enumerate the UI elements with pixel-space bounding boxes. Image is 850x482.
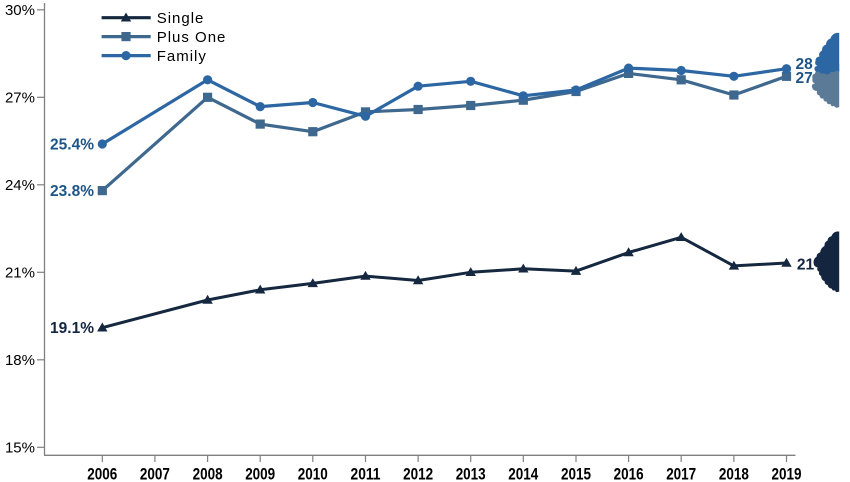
- svg-text:2009: 2009: [245, 466, 275, 482]
- svg-text:Family: Family: [157, 48, 207, 65]
- svg-text:24%: 24%: [5, 177, 35, 194]
- svg-text:Single: Single: [157, 10, 205, 27]
- svg-text:21: 21: [797, 256, 815, 273]
- svg-text:2018: 2018: [719, 466, 749, 482]
- svg-text:2012: 2012: [403, 466, 433, 482]
- svg-text:25.4%: 25.4%: [50, 137, 94, 154]
- svg-text:Plus One: Plus One: [157, 29, 227, 46]
- svg-text:27: 27: [796, 70, 813, 87]
- svg-text:28: 28: [796, 56, 814, 73]
- svg-text:19.1%: 19.1%: [50, 320, 94, 337]
- svg-text:18%: 18%: [5, 352, 35, 369]
- svg-text:2017: 2017: [666, 466, 696, 482]
- svg-text:2016: 2016: [614, 466, 644, 482]
- svg-text:2010: 2010: [298, 466, 328, 482]
- svg-text:2011: 2011: [351, 466, 381, 482]
- svg-text:21%: 21%: [5, 265, 35, 282]
- svg-text:30%: 30%: [5, 2, 35, 19]
- svg-text:23.8%: 23.8%: [50, 183, 94, 200]
- svg-text:2014: 2014: [508, 466, 539, 482]
- svg-text:2013: 2013: [456, 466, 486, 482]
- svg-text:27%: 27%: [5, 90, 35, 107]
- svg-text:2007: 2007: [140, 466, 170, 482]
- svg-text:2015: 2015: [561, 466, 591, 482]
- svg-text:2008: 2008: [193, 466, 223, 482]
- svg-text:15%: 15%: [5, 440, 35, 457]
- svg-text:2006: 2006: [87, 466, 117, 482]
- svg-text:2019: 2019: [772, 466, 802, 482]
